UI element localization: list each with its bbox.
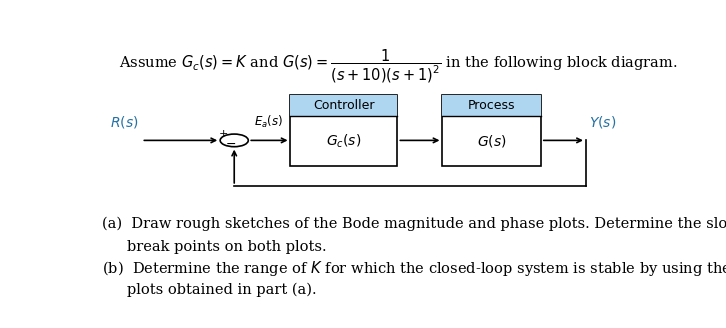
- Text: $R(s)$: $R(s)$: [110, 114, 139, 130]
- Text: (b)  Determine the range of $K$ for which the closed-loop system is stable by us: (b) Determine the range of $K$ for which…: [102, 259, 726, 278]
- Text: $G(s)$: $G(s)$: [477, 133, 507, 149]
- Text: +: +: [219, 129, 228, 139]
- Bar: [442, 95, 541, 116]
- Text: (a)  Draw rough sketches of the Bode magnitude and phase plots. Determine the sl: (a) Draw rough sketches of the Bode magn…: [102, 216, 726, 231]
- Text: Process: Process: [468, 99, 515, 112]
- Text: Controller: Controller: [313, 99, 375, 112]
- Text: plots obtained in part (a).: plots obtained in part (a).: [127, 283, 317, 297]
- Bar: [290, 95, 397, 116]
- Text: $E_a(s)$: $E_a(s)$: [254, 114, 283, 130]
- Text: $Y(s)$: $Y(s)$: [589, 114, 616, 130]
- Text: Assume $G_c(s) = K$ and $\mathit{G}(\mathit{s}) = \dfrac{1}{(s+10)(s+1)^2}$ in t: Assume $G_c(s) = K$ and $\mathit{G}(\mat…: [119, 48, 677, 86]
- Circle shape: [220, 134, 248, 147]
- Text: $G_c(s)$: $G_c(s)$: [326, 132, 362, 150]
- Text: break points on both plots.: break points on both plots.: [127, 240, 327, 254]
- Bar: [442, 95, 541, 166]
- Text: −: −: [227, 138, 237, 151]
- Bar: [290, 95, 397, 166]
